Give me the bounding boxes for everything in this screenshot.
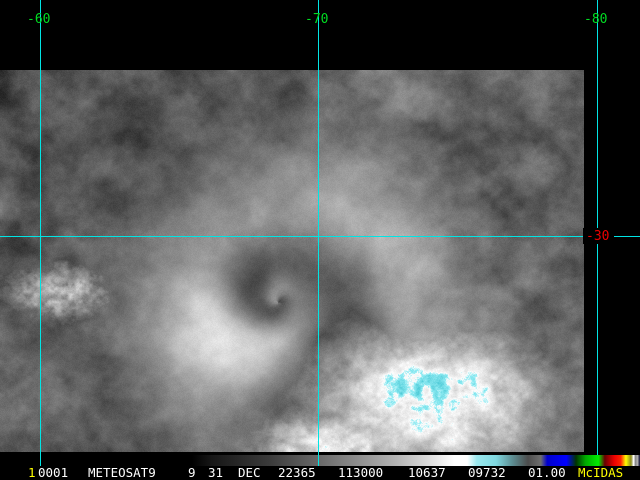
satellite-image-canvas[interactable]	[0, 70, 584, 452]
latitude-label-backdrop	[583, 228, 614, 244]
longitude-label: -60	[27, 12, 51, 27]
colorbar-tick	[40, 455, 41, 466]
status-day-of-month: 31	[208, 465, 224, 480]
status-frame-number: 1	[28, 465, 36, 480]
latitude-label: -30	[586, 229, 610, 244]
meridian-line-neg60	[40, 0, 41, 455]
meridian-line-neg70	[318, 0, 319, 455]
image-status-bar: 1 0001 METEOSAT9 9 31 DEC 22365 113000 10637 0973…	[0, 466, 640, 480]
status-month: DEC	[238, 465, 261, 480]
enhancement-colorbar-canvas[interactable]	[0, 455, 640, 466]
enhancement-colorbar[interactable]	[0, 455, 640, 466]
status-julian-date: 22365	[278, 465, 316, 480]
colorbar-tick	[318, 455, 319, 466]
status-band-number: 9	[188, 465, 196, 480]
parallel-line-neg30	[0, 236, 640, 237]
status-software-brand: McIDAS	[578, 465, 624, 480]
status-image-number: 0001	[38, 465, 69, 480]
status-image-time: 113000	[338, 465, 384, 480]
satellite-image-frame[interactable]	[0, 70, 584, 452]
status-satellite-name: METEOSAT9	[88, 465, 156, 480]
longitude-label: -80	[584, 12, 608, 27]
status-resolution: 01.00	[528, 465, 566, 480]
status-line-coordinate: 10637	[408, 465, 446, 480]
status-element-coordinate: 09732	[468, 465, 506, 480]
longitude-label: -70	[305, 12, 329, 27]
meridian-line-neg80	[597, 0, 598, 455]
